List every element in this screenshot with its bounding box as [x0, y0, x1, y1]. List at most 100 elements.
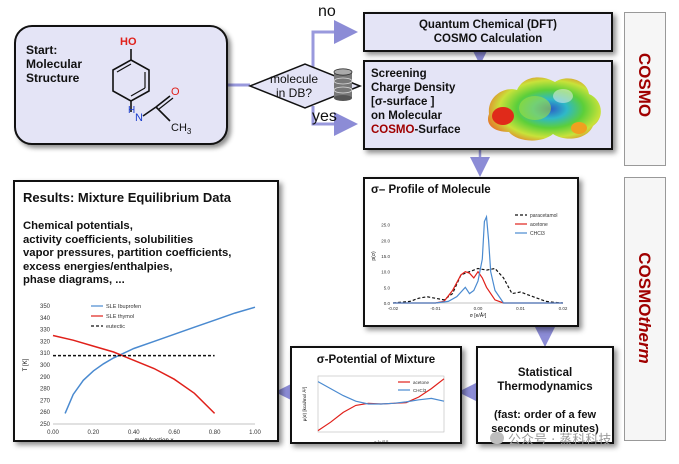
y-tick-label: 5.0	[384, 285, 391, 290]
dft-calculation-box: Quantum Chemical (DFT) COSMO Calculation	[363, 12, 613, 52]
y-tick-label: 280	[40, 387, 51, 393]
surface-keyword: -Surface	[414, 124, 461, 136]
series-line-sle-thymol	[52, 334, 216, 414]
legend-label: SLE Ibuprofen	[106, 304, 141, 310]
y-axis-label: T [K]	[23, 358, 29, 371]
stat-note: (fast: order of a few seconds or minutes…	[491, 409, 599, 435]
arrow-no	[311, 20, 358, 73]
screening-line-5: COSMO-Surface	[371, 124, 460, 136]
x-axis-label: σ [e/Å²]	[374, 439, 389, 442]
cosmo-side-panel: COSMO	[624, 12, 666, 166]
series-line-acetone	[317, 378, 445, 432]
x-axis-label: mole fraction x	[134, 438, 173, 440]
phase-diagram-chart: 0.00 0.20 0.40 0.60 0.80 1.00 250 260 270 280 290 3…	[23, 304, 261, 440]
hydroxyl-label: HO	[120, 36, 137, 48]
legend-label: CHCl3	[413, 388, 427, 393]
y-tick-label: 10.0	[381, 270, 390, 275]
y-axis-label: μ(σ) [kcal/mol Å²]	[301, 387, 307, 421]
y-tick-label: 350	[40, 304, 51, 310]
wechat-icon	[490, 432, 504, 444]
legend-label: acetone	[413, 380, 430, 385]
start-label: Start: Molecular Structure	[26, 43, 83, 85]
sigma-potential-title: σ-Potential of Mixture	[316, 354, 436, 366]
screening-line-4: on Molecular	[371, 110, 442, 122]
cosmo-side-label: COSMO	[635, 52, 654, 118]
series-line-sle-ibuprofen	[64, 306, 256, 414]
screening-line-1: Screening	[371, 68, 427, 80]
amide-n-label: N	[135, 112, 143, 124]
x-tick-label: 0.20	[88, 430, 100, 436]
x-tick-label: 0.80	[209, 430, 221, 436]
statistical-thermo-box: Statistical Thermodynamics (fast: order …	[476, 346, 614, 444]
stat-title: Statistical Thermodynamics	[497, 367, 593, 393]
amide-h-label: H	[128, 105, 135, 116]
x-tick-label: 0.02	[559, 306, 568, 311]
legend-label: paracetamol	[530, 213, 558, 219]
watermark: 公众号 · 蒸科科技	[490, 428, 611, 448]
no-label: no	[318, 3, 336, 20]
results-body: Chemical potentials, activity coefficien…	[23, 220, 232, 286]
results-box: Results: Mixture Equilibrium Data Chemic…	[13, 180, 279, 442]
sigma-profile-title: σ– Profile of Molecule	[371, 184, 491, 196]
decision-diamond: molecule in DB?	[248, 63, 363, 109]
decision-line-2: in DB?	[276, 86, 312, 100]
sigma-potential-chart: σ [e/Å²] μ(σ) [kcal/mol Å²] acetone CHCl3	[301, 375, 445, 442]
y-tick-label: 290	[40, 375, 51, 381]
x-tick-label: 0.40	[128, 430, 140, 436]
sigma-potential-box: σ-Potential of Mixture σ [e/Å²] μ(σ) [kca…	[290, 346, 462, 444]
watermark-text: 公众号 · 蒸科科技	[508, 432, 612, 448]
molecule-structure-drawing: HO H N O CH3	[112, 36, 192, 136]
y-tick-label: 310	[40, 351, 51, 357]
results-title: Results: Mixture Equilibrium Data	[23, 190, 232, 205]
yes-label: yes	[312, 108, 337, 125]
legend-label: SLE thymol	[106, 314, 134, 320]
y-tick-label: 270	[40, 398, 51, 404]
methyl-label: CH3	[171, 122, 192, 136]
dft-label: Quantum Chemical (DFT) COSMO Calculation	[418, 19, 557, 45]
series-line-chcl3	[317, 381, 445, 405]
plot-frame	[317, 375, 445, 433]
legend-label: eutectic	[106, 324, 125, 330]
y-tick-label: 20.0	[381, 238, 390, 243]
start-box: Start: Molecular Structure HO H N O CH3	[14, 25, 228, 145]
sigma-profile-chart: -0.02 -0.01 0.00 0.01 0.02 0.0 5.0 10.0 15.0 20.0…	[371, 213, 568, 319]
legend-label: acetone	[530, 222, 548, 228]
x-tick-label: 1.00	[249, 430, 261, 436]
decision-line-1: molecule	[270, 72, 318, 86]
cosmotherm-side-label: COSMOtherm	[635, 252, 654, 364]
svg-text:molecule in DB?: molecule in DB?	[270, 72, 321, 100]
database-icon	[333, 68, 353, 101]
y-tick-label: 320	[40, 339, 51, 345]
screening-line-2: Charge Density	[371, 82, 456, 94]
x-tick-label: -0.02	[388, 306, 399, 311]
y-tick-label: 0.0	[384, 301, 391, 306]
x-tick-label: -0.01	[430, 306, 441, 311]
series-line-paracetamol	[392, 267, 564, 304]
x-tick-label: 0.01	[516, 306, 525, 311]
y-tick-label: 340	[40, 316, 51, 322]
cosmo-keyword: COSMO	[371, 124, 415, 136]
y-tick-label: 250	[40, 422, 51, 428]
x-tick-label: 0.60	[168, 430, 180, 436]
screening-box: Screening Charge Density [σ-surface ] on…	[363, 60, 613, 150]
carbonyl-o-label: O	[171, 86, 180, 98]
x-axis-label: σ [e/Å²]	[470, 312, 487, 319]
y-tick-label: 25.0	[381, 223, 390, 228]
series-line-acetone	[393, 270, 563, 304]
sigma-profile-box: σ– Profile of Molecule -0.02 -0.01 0.00 0.0…	[363, 177, 579, 327]
y-tick-label: 260	[40, 410, 51, 416]
y-tick-label: 300	[40, 363, 51, 369]
y-tick-label: 330	[40, 328, 51, 334]
y-axis-label: p(σ)	[371, 251, 377, 261]
arrow-yes	[311, 106, 358, 136]
cosmo-surface-image	[487, 77, 601, 141]
series-line-chcl3	[393, 214, 563, 304]
y-tick-label: 15.0	[381, 254, 390, 259]
x-tick-label: 0.00	[47, 430, 59, 436]
cosmotherm-side-panel: COSMOtherm	[624, 177, 666, 441]
screening-line-3: [σ-surface ]	[371, 96, 435, 108]
legend-label: CHCl3	[530, 231, 545, 237]
x-tick-label: 0.00	[474, 306, 483, 311]
